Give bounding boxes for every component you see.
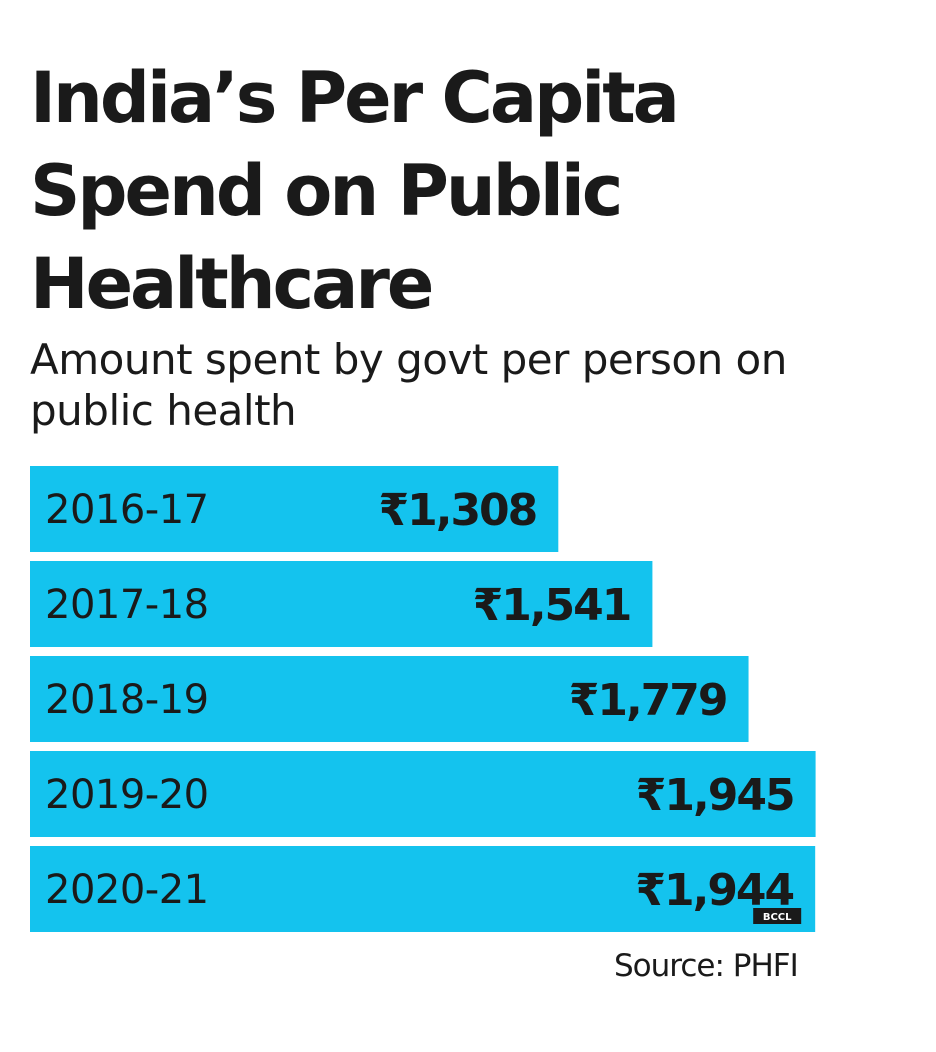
category-label: 2020-21 [45, 867, 209, 913]
credit-badge [753, 908, 802, 924]
category-label: 2019-20 [45, 772, 209, 818]
value-label: ₹1,541 [473, 580, 631, 631]
source-note: Source: PHFI [614, 948, 799, 984]
bar-2016-17 [30, 466, 559, 552]
credit-label: BCCL [763, 912, 792, 923]
value-label: ₹1,944 [635, 865, 793, 916]
chart-title: India’s Per Capita Spend on Public Healt… [30, 57, 680, 325]
category-label: 2016-17 [45, 487, 209, 533]
category-label: 2017-18 [45, 582, 209, 628]
chart-subtitle: Amount spent by govt per person on publi… [30, 335, 787, 435]
value-label: ₹1,308 [379, 485, 537, 536]
bar-2020-21 [30, 846, 816, 932]
value-label: ₹1,945 [636, 770, 794, 821]
category-label: 2018-19 [45, 677, 209, 723]
bar-2019-20 [30, 751, 816, 837]
bar-2018-19 [30, 656, 749, 742]
bar-2017-18 [30, 561, 653, 647]
value-label: ₹1,779 [569, 675, 727, 726]
